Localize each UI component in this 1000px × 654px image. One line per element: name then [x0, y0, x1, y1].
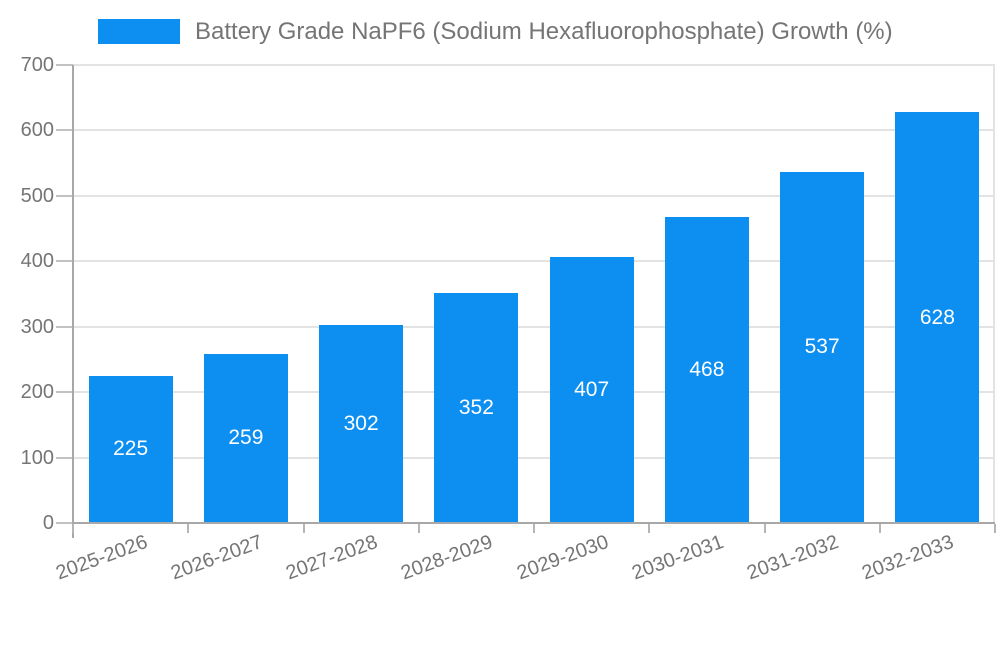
legend-item[interactable]: Battery Grade NaPF6 (Sodium Hexafluoroph… — [98, 19, 893, 44]
bar: 537 — [780, 171, 865, 523]
gridline-y — [73, 391, 995, 394]
gridline-y — [73, 260, 995, 263]
y-axis-tick-label: 0 — [42, 512, 54, 534]
x-axis-tick — [994, 524, 996, 533]
bar-value-label: 537 — [804, 335, 840, 359]
x-axis-tick — [72, 524, 74, 533]
bar: 407 — [549, 256, 634, 523]
x-axis-tick — [878, 524, 881, 533]
gridline-y — [73, 456, 995, 459]
bar: 225 — [88, 375, 173, 523]
bar: 628 — [895, 112, 980, 523]
legend-swatch — [98, 19, 180, 44]
bar: 468 — [664, 216, 749, 523]
y-axis-tick-label: 700 — [20, 54, 54, 76]
y-axis-tick-label: 200 — [20, 381, 54, 404]
y-axis-tick-label: 600 — [20, 119, 54, 142]
bar: 259 — [203, 353, 288, 523]
x-axis-tick — [417, 524, 420, 533]
y-axis-tick — [56, 194, 73, 197]
y-axis-tick — [56, 260, 73, 263]
x-axis-tick — [533, 524, 535, 533]
gridline-y — [73, 194, 995, 197]
y-axis-tick — [56, 64, 73, 66]
plot-area: 0 100 200 300 400 500 600 700 225 259 302 352 407 468… — [20, 54, 996, 584]
y-axis-tick — [56, 129, 73, 132]
legend-label: Battery Grade NaPF6 (Sodium Hexafluoroph… — [195, 18, 893, 45]
y-axis-tick-label: 300 — [20, 315, 54, 338]
bar: 352 — [434, 292, 519, 523]
y-axis-tick-label: 500 — [20, 184, 54, 207]
y-axis-tick — [56, 391, 73, 394]
x-axis-line — [73, 522, 995, 524]
y-axis-tick — [56, 456, 73, 459]
gridline-y — [73, 64, 995, 66]
bar-chart: Battery Grade NaPF6 (Sodium Hexafluoroph… — [20, 19, 996, 585]
bar-value-label: 628 — [919, 305, 955, 329]
y-axis-line — [72, 65, 74, 538]
x-axis-tick — [302, 524, 305, 533]
y-axis-tick-label: 100 — [20, 446, 54, 469]
x-axis-tick — [648, 524, 651, 533]
x-axis-tick — [187, 524, 190, 533]
y-axis-tick-label: 400 — [20, 250, 54, 273]
bar: 302 — [319, 325, 404, 523]
bar-value-label: 407 — [574, 377, 610, 401]
bar-value-label: 468 — [689, 357, 725, 381]
y-axis-tick — [56, 522, 73, 524]
gridline-y — [73, 129, 995, 132]
bar-value-label: 352 — [458, 395, 494, 419]
x-axis-tick — [763, 524, 766, 533]
bar-value-label: 259 — [228, 426, 264, 450]
bar-value-label: 225 — [113, 437, 149, 461]
y-axis-tick — [56, 325, 73, 328]
plot-right-border — [993, 65, 995, 523]
bar-value-label: 302 — [343, 412, 379, 436]
gridline-y — [73, 325, 995, 328]
